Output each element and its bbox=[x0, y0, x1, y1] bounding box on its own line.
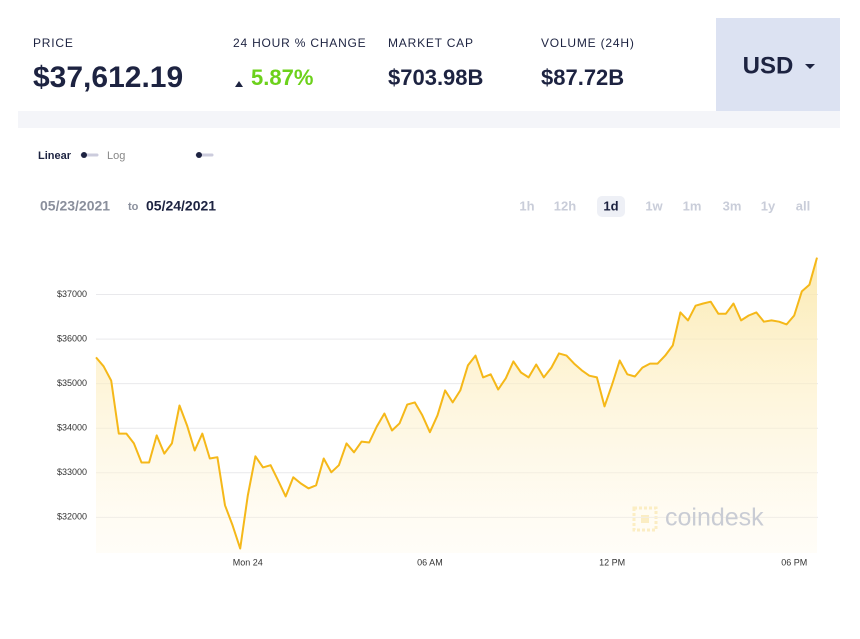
range-button[interactable]: 1w bbox=[645, 198, 663, 213]
range-button[interactable]: 3m bbox=[723, 198, 742, 213]
range-button[interactable]: 1m bbox=[683, 198, 702, 213]
watermark: coindesk bbox=[665, 504, 764, 532]
date-sep: to bbox=[128, 201, 139, 213]
area bbox=[96, 257, 817, 553]
range-button[interactable]: 1y bbox=[761, 198, 776, 213]
x-tick-label: 06 PM bbox=[781, 557, 807, 567]
y-tick-label: $36000 bbox=[57, 333, 87, 343]
range-button[interactable]: 1h bbox=[519, 198, 534, 213]
stat-label: PRICE bbox=[33, 36, 74, 50]
y-tick-label: $34000 bbox=[57, 423, 87, 433]
stat-value: 5.87% bbox=[251, 65, 313, 90]
y-tick-label: $37000 bbox=[57, 289, 87, 299]
range-button[interactable]: all bbox=[796, 198, 810, 213]
scale-option[interactable]: Linear bbox=[38, 150, 72, 162]
range-button[interactable]: 12h bbox=[554, 198, 576, 213]
x-tick-label: 06 AM bbox=[417, 557, 443, 567]
stat-value: $87.72B bbox=[541, 65, 624, 90]
y-tick-label: $32000 bbox=[57, 512, 87, 522]
up-arrow bbox=[235, 81, 243, 87]
scale-option[interactable]: Log bbox=[107, 150, 125, 162]
stat-label: VOLUME (24H) bbox=[541, 36, 635, 50]
stat-label: MARKET CAP bbox=[388, 36, 474, 50]
x-tick-label: Mon 24 bbox=[233, 557, 263, 567]
toggle-knob[interactable] bbox=[81, 152, 87, 158]
x-tick-label: 12 PM bbox=[599, 557, 625, 567]
stat-value: $703.98B bbox=[388, 65, 483, 90]
line bbox=[95, 257, 818, 550]
currency-button[interactable] bbox=[716, 18, 840, 111]
range-button[interactable]: 1d bbox=[603, 198, 618, 213]
stat-label: 24 HOUR % CHANGE bbox=[233, 36, 367, 50]
caret bbox=[805, 64, 815, 69]
y-tick-label: $33000 bbox=[57, 467, 87, 477]
divider bbox=[18, 111, 840, 128]
currency[interactable]: USD bbox=[743, 52, 794, 79]
toggle-knob[interactable] bbox=[196, 152, 202, 158]
y-tick-label: $35000 bbox=[57, 378, 87, 388]
stat-value: $37,612.19 bbox=[33, 61, 183, 94]
date-from: 05/23/2021 bbox=[40, 198, 110, 214]
date-to: 05/24/2021 bbox=[146, 198, 216, 214]
range-active-bg[interactable] bbox=[597, 196, 625, 217]
